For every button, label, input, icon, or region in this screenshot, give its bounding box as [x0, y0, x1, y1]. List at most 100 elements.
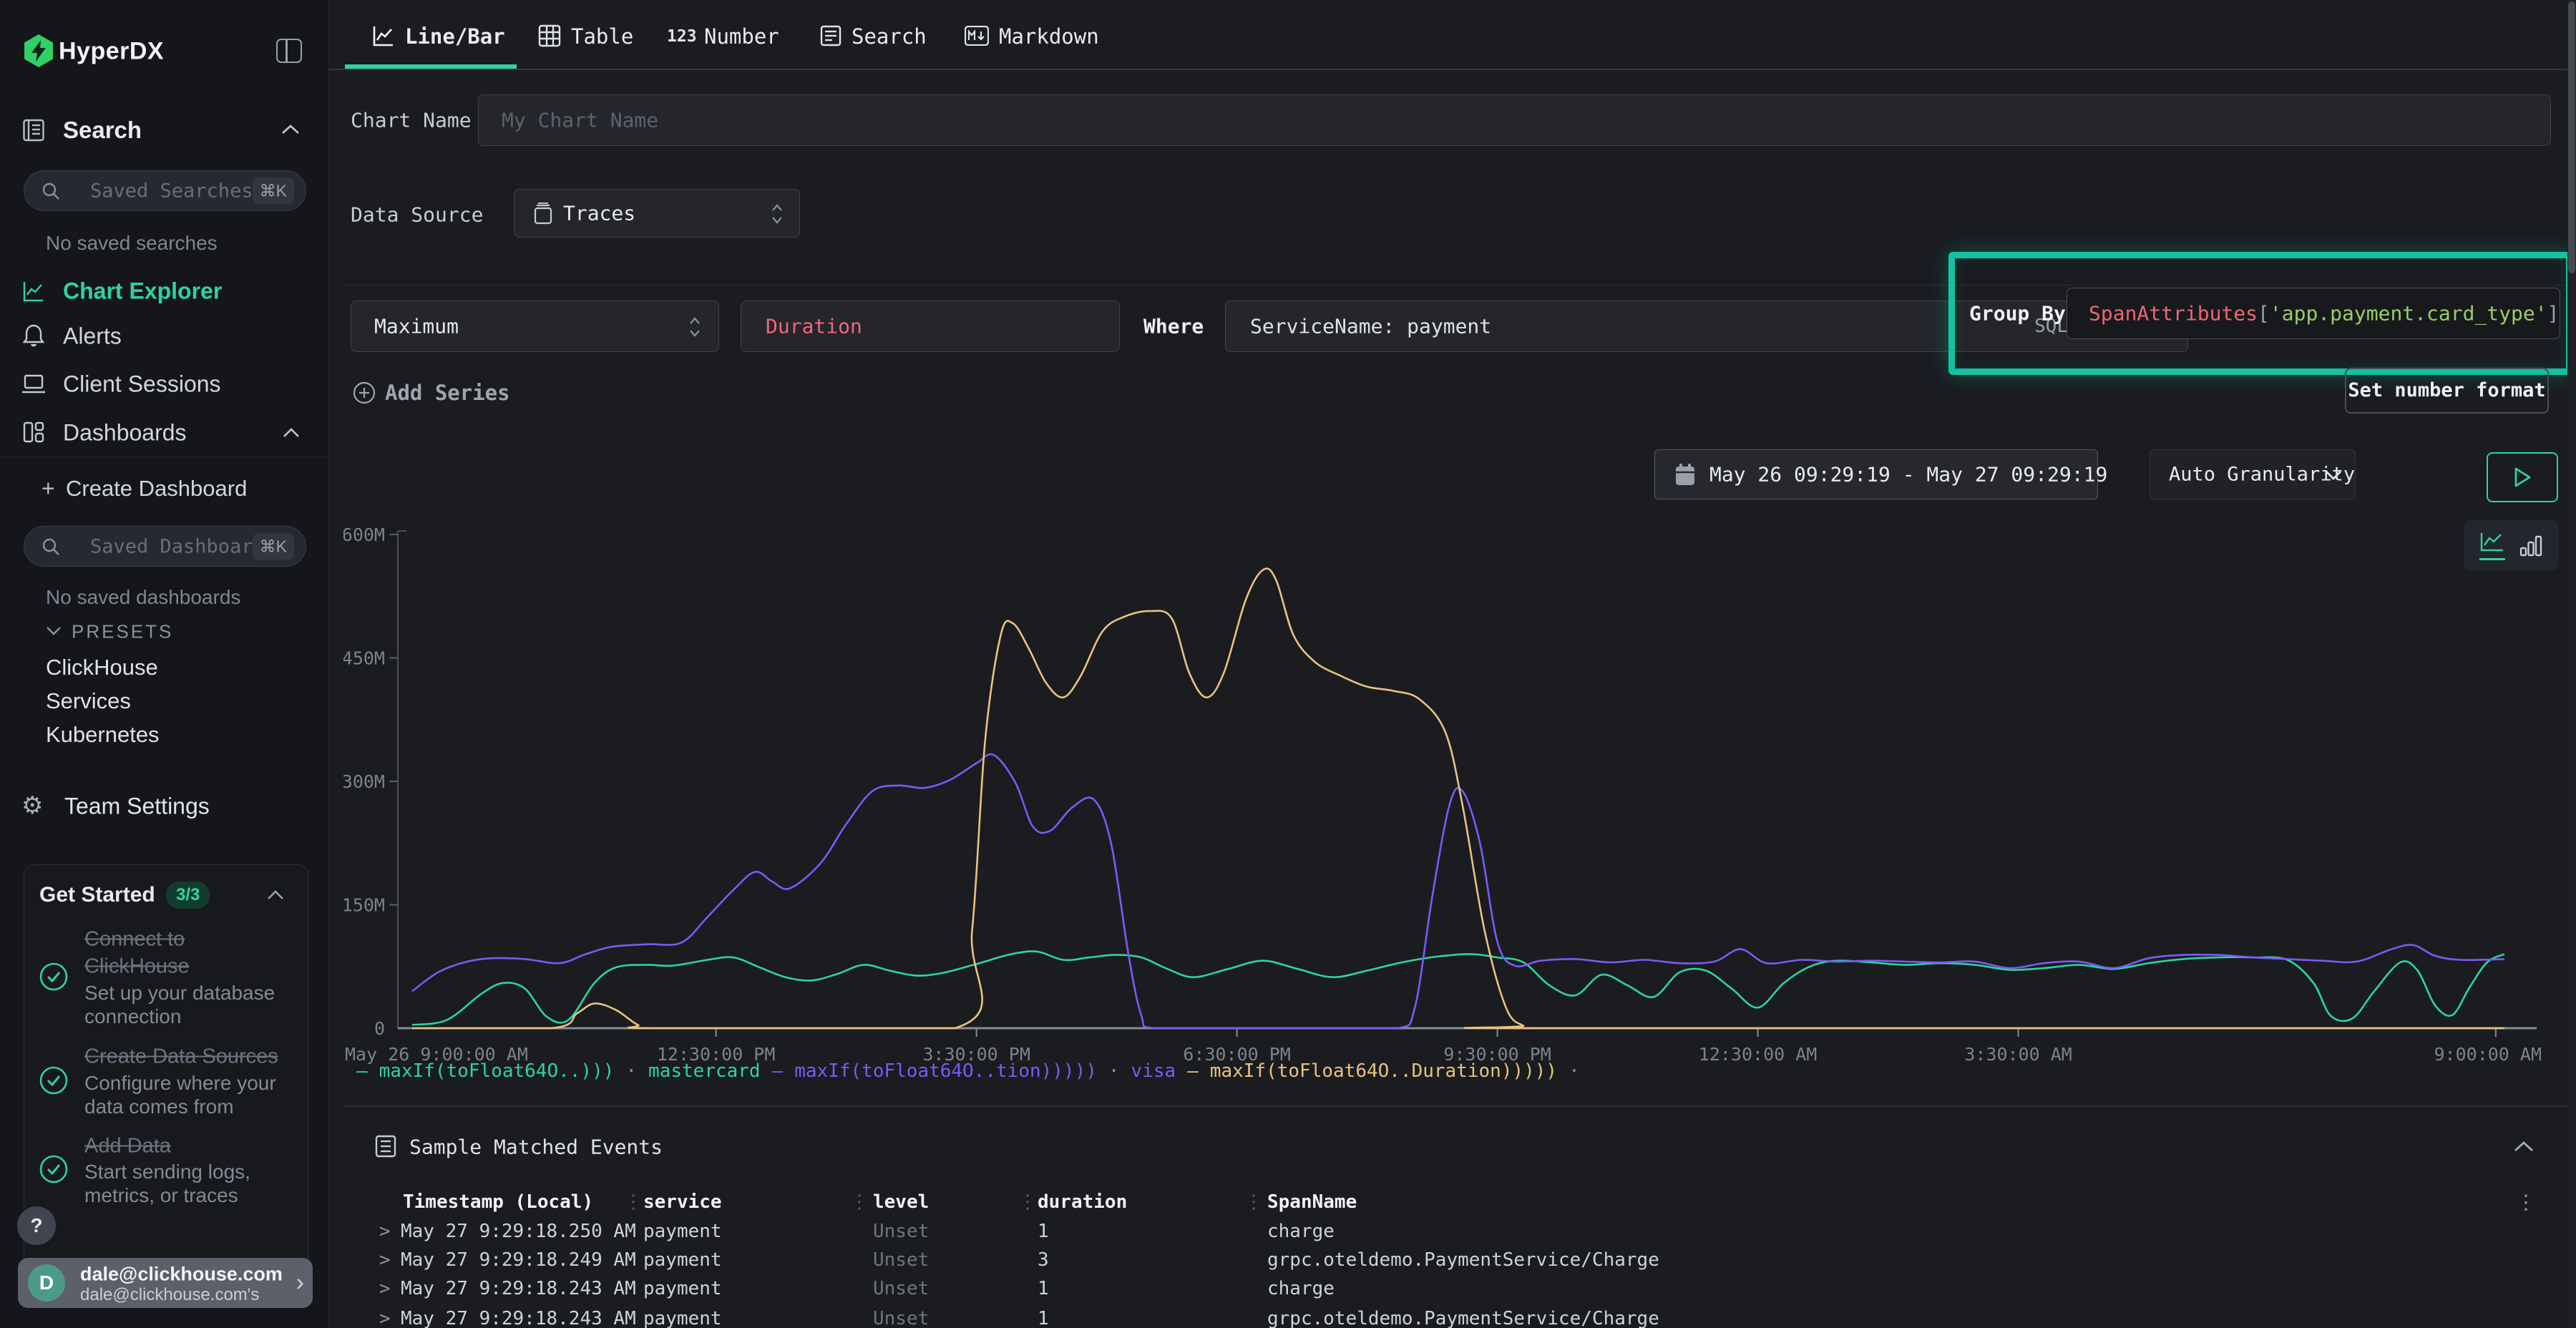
- client-sessions-laptop-icon: [21, 374, 46, 395]
- get-started-item-desc: Set up your database: [84, 982, 275, 1005]
- scrollbar-thumb[interactable]: [2568, 1, 2575, 273]
- cell-service: payment: [643, 1249, 722, 1271]
- legend-separator: ·: [1568, 1060, 1580, 1082]
- column-header-service[interactable]: service: [643, 1191, 722, 1213]
- cell-timestamp: May 27 9:29:18.243 AM: [401, 1308, 636, 1328]
- tab-label: Search: [852, 24, 927, 49]
- get-started-item-title[interactable]: ClickHouse: [84, 955, 190, 979]
- field-value: Duration: [766, 315, 862, 338]
- svg-text:450M: 450M: [343, 648, 385, 669]
- legend-series-label[interactable]: maxIf(toFloat64O..Duration))))): [1210, 1060, 1557, 1082]
- set-number-format-button[interactable]: Set number format: [2345, 368, 2549, 414]
- user-menu[interactable]: D dale@clickhouse.com dale@clickhouse.co…: [18, 1258, 313, 1308]
- sidebar: HyperDX Search Saved Searches ⌘K No save…: [0, 0, 329, 1328]
- granularity-select[interactable]: Auto Granularity: [2150, 449, 2356, 499]
- saved-dashboards-input[interactable]: Saved Dashboards ⌘K: [24, 526, 306, 567]
- scrollbar-track[interactable]: [2567, 0, 2576, 1328]
- saved-searches-input[interactable]: Saved Searches ⌘K: [24, 170, 306, 211]
- data-source-label: Data Source: [351, 203, 483, 227]
- legend-series-label[interactable]: maxIf(toFloat64O..tion))))): [794, 1060, 1097, 1082]
- saved-searches-placeholder: Saved Searches: [90, 180, 253, 202]
- line-chart-icon: [372, 24, 395, 47]
- group-by-label: Group By: [1969, 302, 2066, 326]
- column-header-spanname[interactable]: SpanName: [1267, 1191, 1357, 1213]
- set-number-format-label: Set number format: [2348, 379, 2545, 401]
- column-header-duration[interactable]: duration: [1038, 1191, 1127, 1213]
- cell-duration: 3: [1038, 1249, 1049, 1271]
- svg-text:3:30:00 AM: 3:30:00 AM: [1964, 1044, 2072, 1065]
- group-by-input[interactable]: SpanAttributes['app.payment.card_type']: [2067, 288, 2560, 339]
- cell-timestamp: May 27 9:29:18.250 AM: [401, 1221, 636, 1242]
- preset-item-clickhouse[interactable]: ClickHouse: [46, 655, 158, 680]
- row-expand-chevron-icon[interactable]: >: [379, 1278, 391, 1299]
- search-icon: [42, 182, 60, 200]
- cell-timestamp: May 27 9:29:18.243 AM: [401, 1278, 636, 1299]
- cell-timestamp: May 27 9:29:18.249 AM: [401, 1249, 636, 1271]
- column-resize-handle[interactable]: ⋮: [850, 1191, 869, 1213]
- sidebar-item-dashboards[interactable]: Dashboards: [63, 420, 187, 446]
- cell-spanname: charge: [1267, 1221, 1335, 1242]
- search-section-chevron-up-icon[interactable]: [280, 123, 301, 136]
- column-resize-handle[interactable]: ⋮: [624, 1191, 643, 1213]
- chart-line-visa: [412, 754, 2504, 1028]
- chart-name-input[interactable]: My Chart Name: [478, 94, 2551, 146]
- column-header-level[interactable]: level: [873, 1191, 929, 1213]
- presets-header[interactable]: PRESETS: [72, 621, 173, 643]
- chart-name-placeholder: My Chart Name: [502, 109, 658, 132]
- legend-separator: ·: [1108, 1060, 1120, 1082]
- chart-svg[interactable]: 0150M300M450M600MMay 26 9:00:00 AM12:30:…: [343, 512, 2576, 1070]
- get-started-item-title[interactable]: Create Data Sources: [84, 1045, 278, 1069]
- events-collapse-chevron-up-icon[interactable]: [2513, 1140, 2534, 1153]
- column-resize-handle[interactable]: ⋮: [1244, 1191, 1263, 1213]
- svg-text:150M: 150M: [343, 895, 385, 916]
- sidebar-item-team-settings[interactable]: Team Settings: [64, 794, 210, 820]
- dashboards-chevron-up-icon[interactable]: [282, 427, 301, 439]
- aggregation-value: Maximum: [374, 315, 459, 338]
- preset-item-kubernetes[interactable]: Kubernetes: [46, 722, 160, 748]
- field-input[interactable]: Duration: [741, 301, 1120, 352]
- hyperdx-logo-icon: [24, 34, 54, 67]
- search-section-icon: [23, 119, 44, 142]
- get-started-item-desc: metrics, or traces: [84, 1184, 238, 1207]
- sidebar-section-search[interactable]: Search: [63, 117, 142, 144]
- table-icon: [538, 24, 561, 47]
- run-query-button[interactable]: [2487, 452, 2558, 502]
- sidebar-item-alerts[interactable]: Alerts: [63, 323, 122, 350]
- legend-series-label[interactable]: maxIf(toFloat64O..))): [379, 1060, 615, 1082]
- chart-legend: — maxIf(toFloat64O..))) · mastercard — m…: [356, 1060, 1591, 1082]
- legend-group-label[interactable]: visa: [1131, 1060, 1176, 1082]
- get-started-item-title[interactable]: Connect to: [84, 928, 185, 952]
- column-header-timestamp[interactable]: Timestamp (Local): [403, 1191, 593, 1213]
- get-started-chevron-up-icon[interactable]: [266, 889, 285, 901]
- legend-dash: —: [772, 1060, 784, 1082]
- legend-group-label[interactable]: mastercard: [648, 1060, 761, 1082]
- table-menu-icon[interactable]: ⋮: [2516, 1191, 2536, 1214]
- sidebar-item-client-sessions[interactable]: Client Sessions: [63, 371, 221, 398]
- row-expand-chevron-icon[interactable]: >: [379, 1308, 391, 1328]
- data-source-select[interactable]: Traces: [514, 189, 800, 238]
- number-123-icon: 123: [667, 27, 697, 46]
- cell-spanname: grpc.oteldemo.PaymentService/Charge: [1267, 1249, 1659, 1271]
- cell-service: payment: [643, 1308, 722, 1328]
- get-started-item-title[interactable]: Add Data: [84, 1135, 171, 1158]
- calendar-icon: [1675, 464, 1695, 487]
- markdown-icon: [965, 26, 989, 46]
- row-expand-chevron-icon[interactable]: >: [379, 1249, 391, 1271]
- column-resize-handle[interactable]: ⋮: [1018, 1191, 1037, 1213]
- cell-spanname: charge: [1267, 1278, 1335, 1299]
- preset-item-services[interactable]: Services: [46, 688, 131, 714]
- gear-icon: ⚙: [21, 791, 43, 820]
- alerts-bell-icon: [23, 323, 44, 348]
- svg-text:600M: 600M: [343, 524, 385, 545]
- presets-chevron-down-icon[interactable]: [46, 625, 62, 636]
- sidebar-collapse-icon[interactable]: [276, 39, 302, 63]
- sidebar-item-chart-explorer[interactable]: Chart Explorer: [63, 278, 222, 305]
- search-icon: [42, 537, 60, 556]
- aggregation-select[interactable]: Maximum: [351, 301, 719, 352]
- row-expand-chevron-icon[interactable]: >: [379, 1221, 391, 1242]
- check-circle-icon: [39, 1154, 69, 1184]
- date-range-input[interactable]: May 26 09:29:19 - May 27 09:29:19: [1654, 449, 2098, 499]
- help-button[interactable]: ?: [17, 1206, 56, 1245]
- create-dashboard-button[interactable]: Create Dashboard: [66, 476, 247, 502]
- saved-dashboards-shortcut: ⌘K: [253, 533, 294, 560]
